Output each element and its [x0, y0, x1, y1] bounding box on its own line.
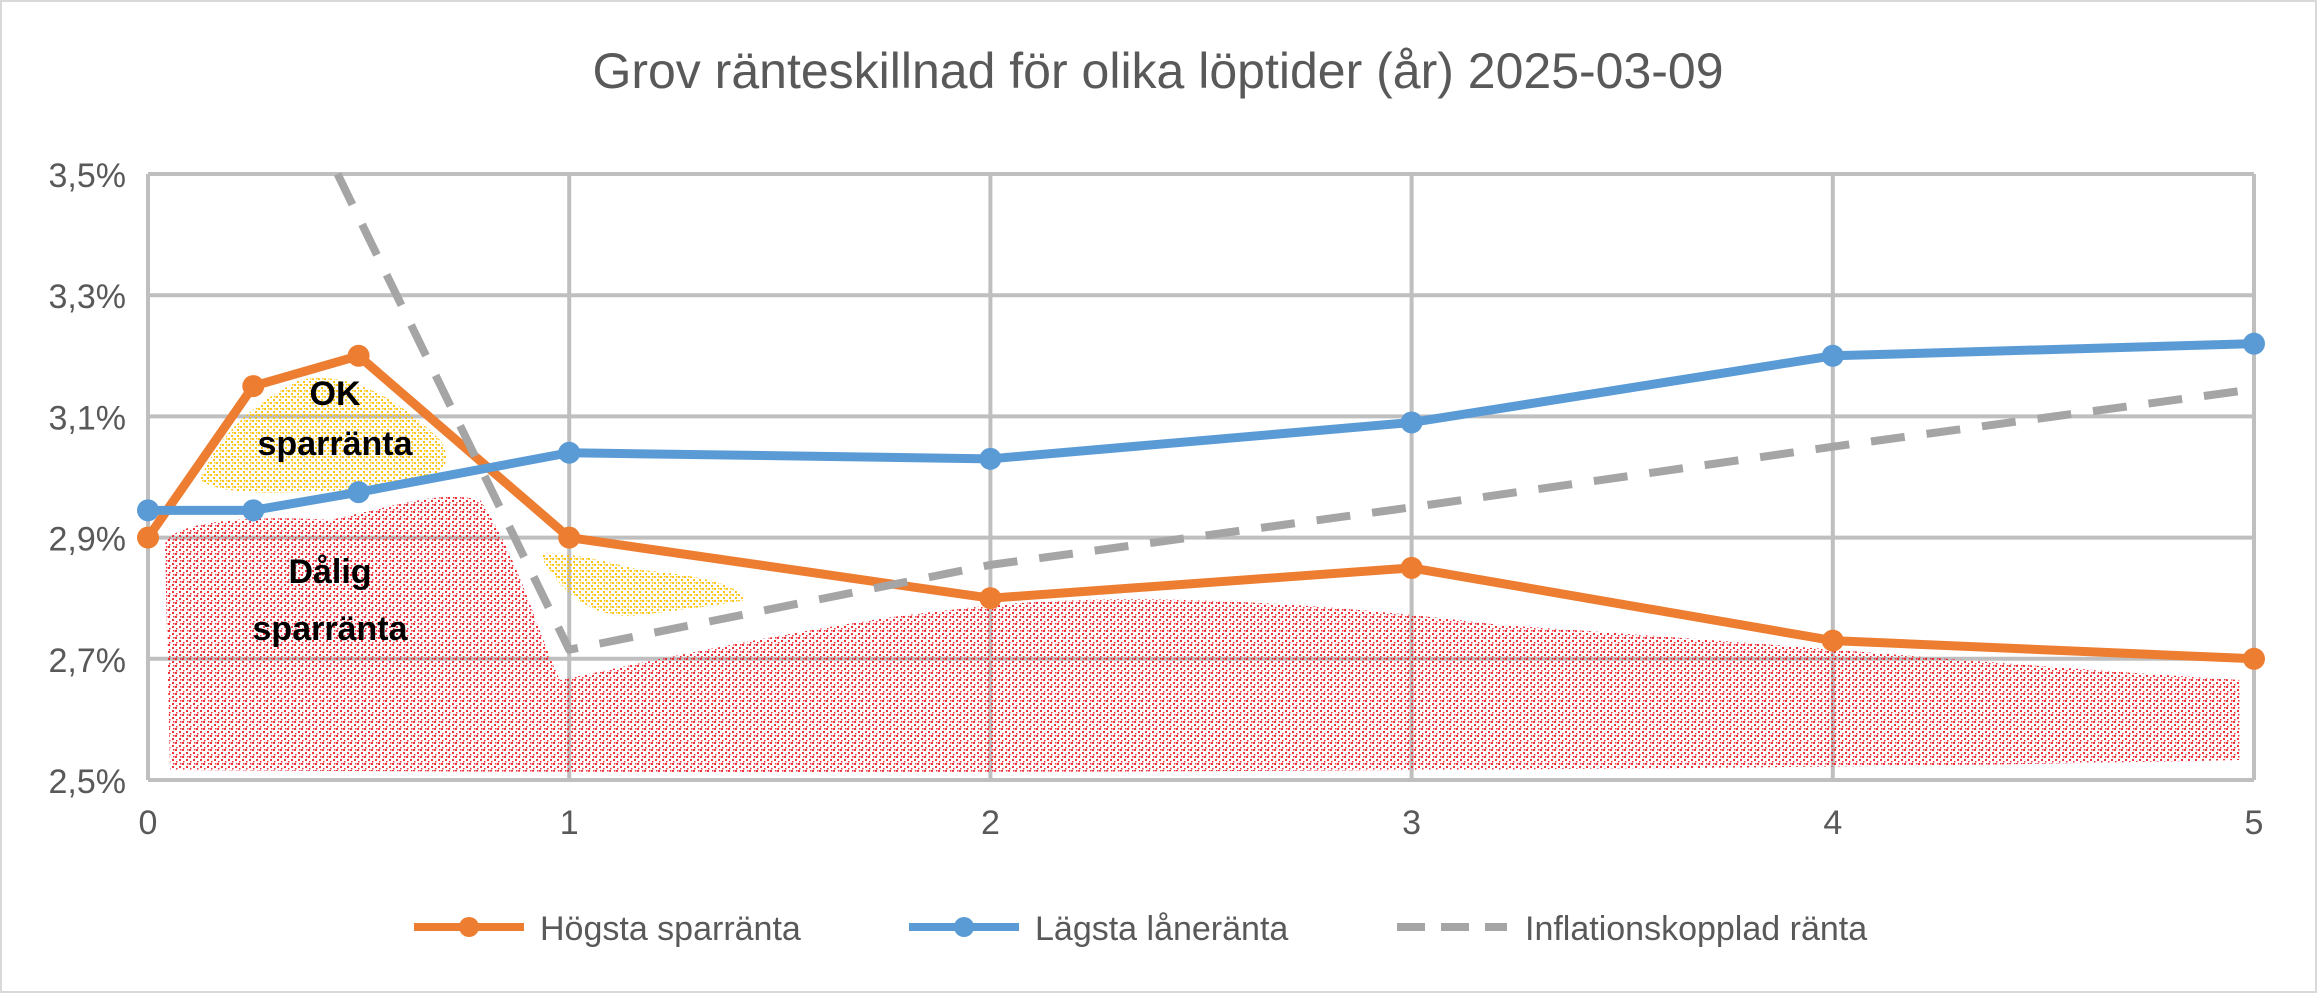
- x-tick-label: 5: [2245, 804, 2264, 842]
- chart-title: Grov ränteskillnad för olika löptider (å…: [592, 43, 1723, 99]
- data-point-0: [2243, 647, 2265, 670]
- ok-savings-zone: [200, 378, 447, 493]
- y-tick-label: 3,1%: [49, 399, 127, 437]
- annotation-ok-savings: OK sparränta: [258, 375, 414, 463]
- data-point-0: [242, 375, 265, 398]
- series-line-1: [148, 339, 2255, 515]
- data-point-1: [242, 499, 265, 522]
- y-tick-label: 2,5%: [49, 763, 127, 801]
- data-point-1: [1400, 411, 1423, 434]
- legend-marker-1: [954, 917, 974, 937]
- x-tick-label: 2: [981, 804, 1000, 842]
- data-point-1: [979, 447, 1002, 470]
- x-tick-label: 1: [560, 804, 579, 842]
- data-point-1: [2243, 332, 2265, 355]
- y-tick-label: 3,3%: [49, 278, 127, 316]
- legend-label-0: Högsta sparränta: [540, 910, 801, 948]
- bad-savings-zone: [165, 496, 2240, 772]
- data-point-1: [137, 499, 159, 522]
- series-line-2: [333, 172, 2255, 654]
- data-point-0: [1400, 556, 1423, 579]
- data-point-0: [347, 344, 370, 367]
- data-point-1: [1821, 344, 1844, 367]
- data-point-0: [1821, 629, 1844, 652]
- x-tick-label: 4: [1823, 804, 1842, 842]
- x-tick-label: 0: [139, 804, 158, 842]
- data-point-0: [137, 526, 159, 549]
- x-tick-label: 3: [1402, 804, 1421, 842]
- data-point-0: [979, 587, 1002, 610]
- y-tick-label: 2,9%: [49, 521, 127, 559]
- data-point-0: [558, 526, 581, 549]
- data-point-1: [347, 481, 370, 504]
- legend: Högsta sparränta Lägsta låneränta Inflat…: [414, 910, 1867, 948]
- legend-label-2: Inflationskopplad ränta: [1525, 910, 1867, 948]
- legend-label-1: Lägsta låneränta: [1035, 910, 1288, 948]
- legend-marker-0: [459, 917, 479, 937]
- series-line-0: [144, 351, 2255, 664]
- annotation-bad-savings: Dålig sparränta: [253, 553, 409, 648]
- y-tick-label: 3,5%: [49, 157, 127, 195]
- y-tick-label: 2,7%: [49, 642, 127, 680]
- ok-savings-zone-2: [540, 553, 745, 616]
- data-point-1: [558, 441, 581, 464]
